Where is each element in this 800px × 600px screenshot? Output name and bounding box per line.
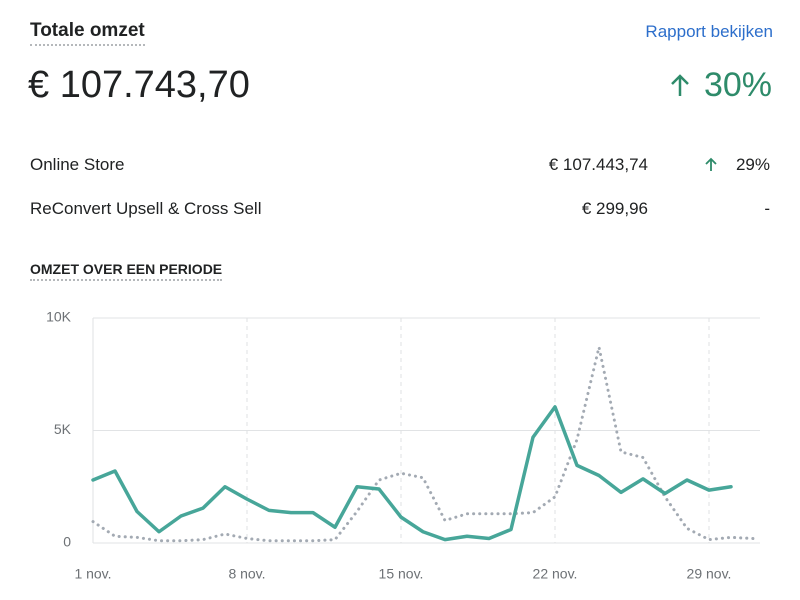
x-tick-label: 1 nov. — [74, 566, 111, 582]
x-tick-label: 29 nov. — [687, 566, 732, 582]
row-change: 29% — [735, 155, 770, 174]
row-value: € 299,96 — [581, 199, 648, 218]
x-tick-label: 15 nov. — [379, 566, 424, 582]
up-arrow — [671, 74, 689, 96]
series-line — [91, 345, 755, 543]
section-title: OMZET OVER EEN PERIODE — [30, 261, 223, 281]
change-value: 30% — [703, 66, 772, 104]
y-tick-label: 5K — [54, 421, 72, 437]
x-tick-label: 22 nov. — [533, 566, 578, 582]
y-tick-label: 0 — [63, 534, 71, 550]
total-value: € 107.743,70 — [28, 64, 250, 106]
row-label: ReConvert Upsell & Cross Sell — [30, 199, 262, 218]
row-label: Online Store — [30, 155, 125, 174]
y-tick-label: 10K — [46, 309, 72, 325]
series-line — [91, 405, 733, 542]
x-tick-label: 8 nov. — [228, 566, 265, 582]
up-arrow — [705, 157, 717, 171]
report-link[interactable]: Rapport bekijken — [645, 22, 773, 41]
row-value: € 107.443,74 — [548, 155, 648, 174]
row-change: - — [764, 199, 770, 218]
card-title: Totale omzet — [30, 20, 145, 46]
